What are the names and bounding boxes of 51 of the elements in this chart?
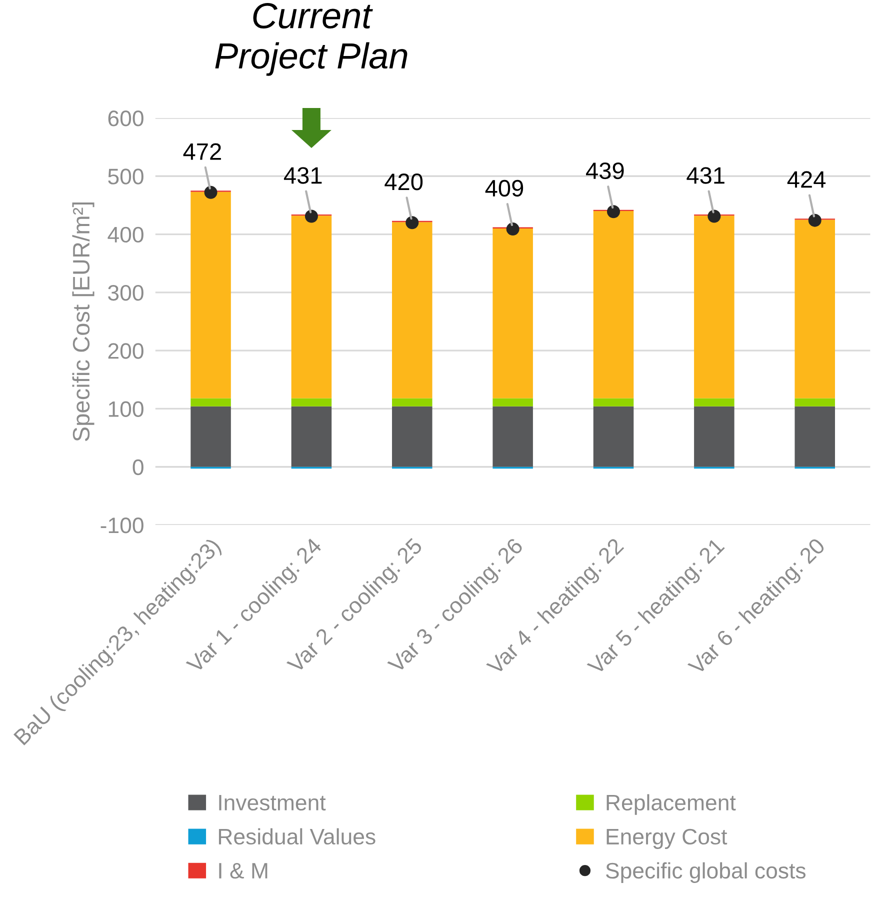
bar xyxy=(492,398,533,406)
data-label: 431 xyxy=(686,167,724,184)
bar xyxy=(593,406,634,467)
bar xyxy=(492,228,533,398)
bar xyxy=(794,406,835,467)
y-tick-label: 0 xyxy=(132,459,144,476)
point xyxy=(606,205,620,218)
data-label: 424 xyxy=(787,171,826,188)
data-label: 472 xyxy=(183,143,221,160)
text: Current Project Plan xyxy=(215,2,408,76)
bar xyxy=(392,398,432,406)
legend-label: Residual Values xyxy=(218,828,376,845)
y-tick-label: -100 xyxy=(100,518,144,534)
bar xyxy=(492,406,533,467)
bar xyxy=(392,406,432,467)
bar xyxy=(794,220,835,398)
y-tick-label: 600 xyxy=(108,110,144,126)
y-tick-label: 200 xyxy=(108,343,144,359)
bar xyxy=(593,211,634,398)
data-label: 431 xyxy=(284,167,322,184)
point xyxy=(406,216,419,230)
y-tick-label: 500 xyxy=(108,168,144,184)
bar xyxy=(291,406,332,467)
data-label: 420 xyxy=(384,173,423,190)
legend-label: Energy Cost xyxy=(606,828,728,849)
data-label: 409 xyxy=(485,180,524,197)
bar xyxy=(190,398,231,406)
bar xyxy=(291,398,332,406)
bar xyxy=(794,398,835,406)
data-label: 439 xyxy=(586,162,624,180)
legend-label: Specific global costs xyxy=(606,862,806,883)
bar xyxy=(291,216,332,398)
y-tick-label: 100 xyxy=(108,401,144,417)
bar xyxy=(190,192,231,398)
y-tick-label: 400 xyxy=(108,226,144,243)
point xyxy=(708,210,721,223)
point xyxy=(506,222,520,236)
bar xyxy=(190,406,231,467)
legend-label: Investment xyxy=(219,795,326,811)
point xyxy=(204,186,218,199)
bar xyxy=(392,222,432,398)
bar xyxy=(593,398,634,406)
bar xyxy=(694,398,734,406)
y-tick-label: 300 xyxy=(108,284,144,301)
legend-label: Replacement xyxy=(606,794,736,815)
point xyxy=(808,214,822,227)
bar xyxy=(694,216,734,398)
legend-label: I & M xyxy=(219,863,268,879)
y-axis-title: Specific Cost [EUR/m²] xyxy=(72,202,94,442)
point xyxy=(304,210,318,223)
bar xyxy=(694,406,734,467)
